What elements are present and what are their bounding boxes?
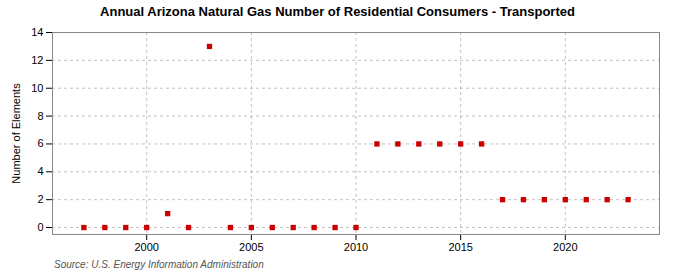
svg-text:Number of Elements: Number of Elements (10, 83, 22, 184)
svg-text:2010: 2010 (344, 241, 368, 253)
svg-text:6: 6 (37, 137, 43, 149)
svg-text:0: 0 (37, 221, 43, 233)
html-text:Annual Arizona Natural Gas Num: Annual Arizona Natural Gas Number of Res… (100, 4, 575, 19)
html-text:Source: U.S. Energy Informatio: Source: U.S. Energy Information Administ… (54, 259, 264, 270)
svg-text:10: 10 (31, 82, 43, 94)
svg-text:2000: 2000 (134, 241, 158, 253)
svg-text:2005: 2005 (239, 241, 263, 253)
svg-text:8: 8 (37, 110, 43, 122)
svg-text:14: 14 (31, 26, 43, 38)
svg-text:2: 2 (37, 193, 43, 205)
svg-text:4: 4 (37, 165, 43, 177)
svg-text:2020: 2020 (553, 241, 577, 253)
svg-text:12: 12 (31, 54, 43, 66)
svg-text:2015: 2015 (448, 241, 472, 253)
